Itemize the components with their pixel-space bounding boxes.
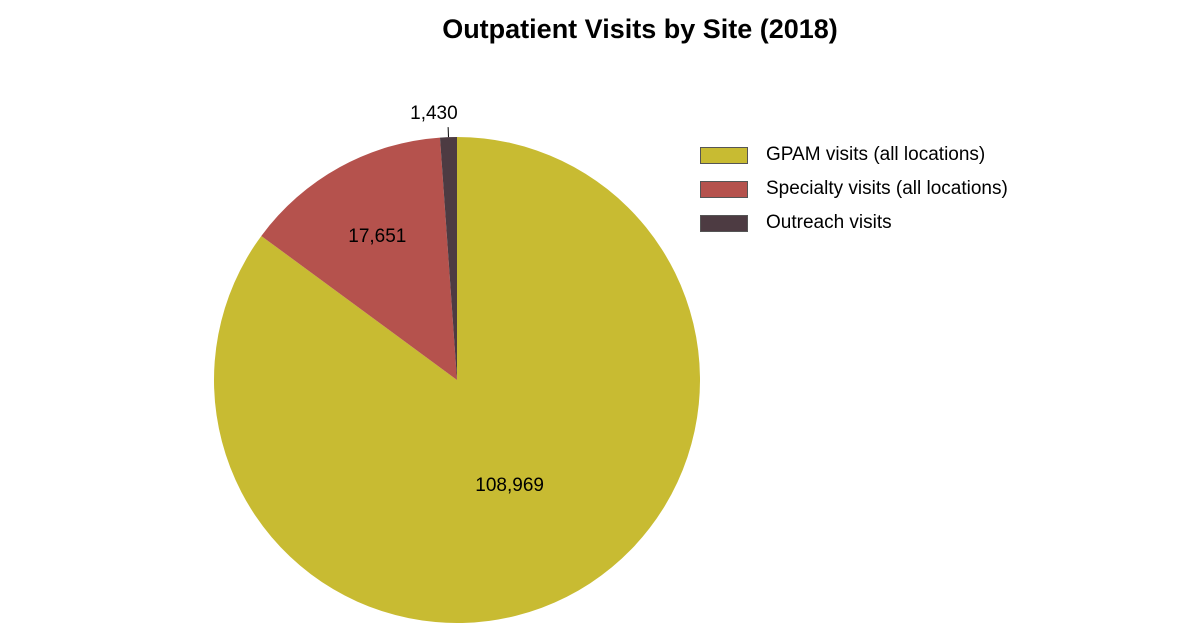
legend-swatch-outreach — [700, 214, 748, 232]
pie-slice-specialty — [261, 137, 457, 380]
legend-swatch-specialty — [700, 180, 748, 198]
legend-item-gpam: GPAM visits (all locations) — [700, 138, 1008, 172]
chart-title: Outpatient Visits by Site (2018) — [442, 14, 838, 44]
slice-label-gpam: 108,969 — [475, 475, 544, 496]
legend-label-specialty: Specialty visits (all locations) — [766, 178, 1008, 199]
pie-slice-outreach — [439, 137, 457, 380]
legend-label-outreach: Outreach visits — [766, 212, 892, 233]
legend-item-outreach: Outreach visits — [700, 206, 1008, 240]
legend-label-gpam: GPAM visits (all locations) — [766, 144, 986, 165]
slice-label-specialty: 17,651 — [348, 226, 406, 247]
legend-swatch-gpam — [700, 146, 748, 164]
slice-label-outreach: 1,430 — [410, 103, 458, 124]
legend: GPAM visits (all locations) Specialty vi… — [700, 138, 1008, 240]
legend-item-specialty: Specialty visits (all locations) — [700, 172, 1008, 206]
